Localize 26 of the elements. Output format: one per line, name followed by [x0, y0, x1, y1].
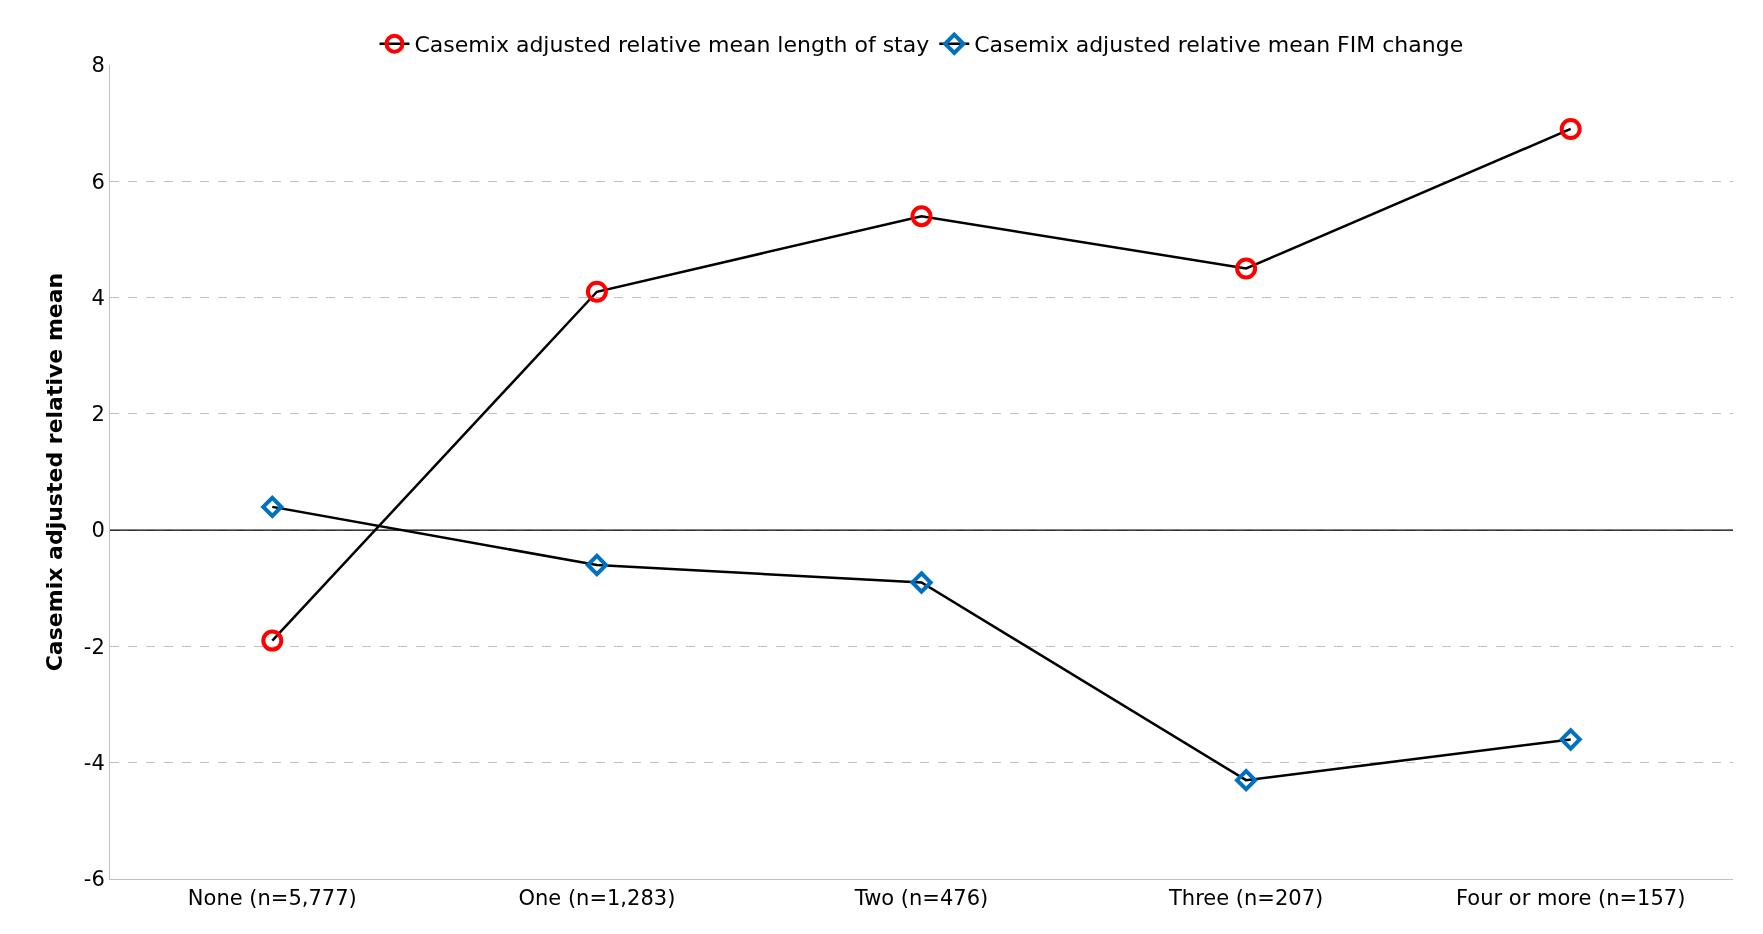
point [585, 280, 608, 303]
y-axis-title: Casemix adjusted relative mean [41, 272, 67, 672]
legend-label: Casemix adjusted relative mean FIM change [974, 32, 1464, 58]
point [1559, 728, 1582, 751]
point [1235, 769, 1258, 792]
point [1559, 117, 1582, 140]
x-tick-label: Three (n=207) [1168, 886, 1324, 911]
y-tick-label: 8 [91, 53, 105, 78]
y-tick-label: -2 [83, 634, 105, 659]
point [261, 495, 284, 518]
y-tick-label: 4 [91, 285, 105, 310]
x-tick-label: Two (n=476) [853, 886, 989, 911]
point [261, 629, 284, 652]
x-tick-label: Four or more (n=157) [1456, 886, 1686, 911]
point [910, 571, 933, 594]
legend-label: Casemix adjusted relative mean length of stay [414, 32, 930, 58]
y-tick-label: 6 [91, 169, 105, 194]
y-tick-label: -6 [83, 867, 105, 892]
point [585, 553, 608, 577]
point [1235, 257, 1258, 280]
point [910, 205, 933, 228]
x-tick-label: None (n=5,777) [187, 886, 357, 911]
y-tick-label: 0 [91, 518, 105, 543]
y-tick-label: 2 [91, 402, 105, 427]
x-tick-label: One (n=1,283) [518, 886, 676, 911]
y-tick-label: -4 [83, 751, 105, 776]
